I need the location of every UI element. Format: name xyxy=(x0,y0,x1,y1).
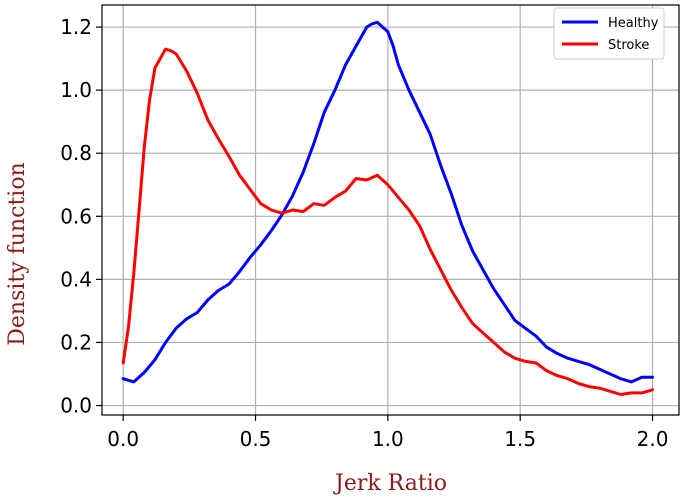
x-axis-label: Jerk Ratio xyxy=(333,471,447,496)
y-tick-label: 0.8 xyxy=(60,141,92,165)
y-tick-label: 1.2 xyxy=(60,15,92,39)
plot-frame xyxy=(101,4,680,416)
legend-label-healthy: Healthy xyxy=(608,16,659,31)
y-tick-label: 0.4 xyxy=(60,267,92,291)
x-tick-label: 0.5 xyxy=(240,427,272,451)
y-tick-label: 1.0 xyxy=(60,78,92,102)
legend-label-stroke: Stroke xyxy=(608,38,649,53)
y-tick-label: 0.2 xyxy=(60,330,92,354)
grid xyxy=(102,5,679,415)
legend: Healthy Stroke xyxy=(553,7,665,60)
series-lines xyxy=(121,20,654,396)
y-axis-label: Density function xyxy=(5,162,30,346)
y-tick-label: 0.6 xyxy=(60,204,92,228)
x-tick-label: 2.0 xyxy=(637,427,669,451)
series-line-stroke xyxy=(121,47,654,396)
axis-ticks: 0.0 0.5 1.0 1.5 2.0 0.0 0.2 0.4 0.6 0.8 1.0 1.2 xyxy=(60,15,668,451)
y-tick-label: 0.0 xyxy=(60,394,92,418)
x-tick-label: 1.0 xyxy=(372,427,404,451)
x-tick-label: 0.0 xyxy=(107,427,139,451)
series-line-healthy xyxy=(121,20,654,384)
x-tick-label: 1.5 xyxy=(504,427,536,451)
